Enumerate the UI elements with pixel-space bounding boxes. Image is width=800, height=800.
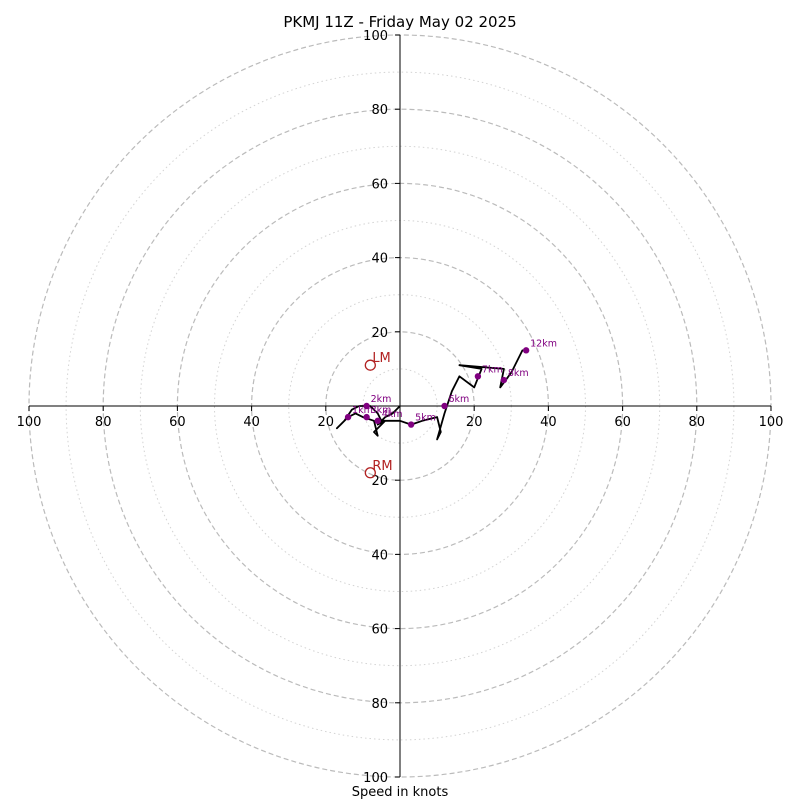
tick-label: 20 (371, 326, 388, 341)
storm-motion-markers: LM RM (364, 351, 393, 479)
height-marker-dot (441, 402, 448, 410)
chart-title: PKMJ 11Z - Friday May 02 2025 (283, 13, 516, 31)
height-marker-label: 1km (352, 405, 373, 416)
tick-label: 60 (169, 415, 186, 430)
height-marker-label: 6km (449, 394, 470, 405)
tick-label: 20 (371, 474, 388, 489)
tick-label: 40 (371, 548, 388, 563)
height-marker-label: 4km (382, 409, 403, 420)
storm-motion-marker (364, 467, 376, 479)
tick-labels: 20 20 20 20 40 40 40 40 60 60 60 60 80 80 80 80 100 100 10… (17, 29, 784, 786)
tick-label: 100 (17, 415, 42, 430)
height-marker-dot (474, 373, 482, 380)
height-marker-dot (344, 413, 352, 421)
tick-label: 40 (540, 415, 557, 430)
tick-label: 100 (363, 771, 388, 786)
height-marker-dot (407, 421, 415, 428)
tick-label: 60 (371, 177, 388, 192)
tick-label: 20 (466, 415, 483, 430)
height-marker-dot (363, 402, 370, 410)
height-marker-label: 5km (415, 413, 436, 424)
storm-motion-label: LM (372, 351, 390, 366)
x-axis-label: Speed in knots (352, 785, 449, 800)
tick-label: 80 (371, 103, 388, 118)
height-marker-dot (374, 417, 381, 425)
storm-motion-label: RM (372, 459, 392, 474)
tick-label: 40 (371, 252, 388, 267)
height-marker-label: 3km (371, 405, 392, 416)
height-marker-label: 7km (482, 364, 503, 375)
tick-label: 80 (689, 415, 706, 430)
tick-label: 80 (95, 415, 112, 430)
tick-label: 100 (363, 29, 388, 44)
tick-label: 20 (318, 415, 335, 430)
storm-motion-marker (364, 359, 376, 371)
height-marker-label: 8km (508, 368, 529, 379)
height-marker-dot (500, 376, 508, 384)
tick-label: 80 (371, 697, 388, 712)
height-marker-dot (363, 413, 370, 421)
height-marker-label: 12km (530, 338, 557, 349)
tick-label: 40 (243, 415, 260, 430)
tick-label: 100 (759, 415, 784, 430)
tick-label: 60 (371, 623, 388, 638)
height-marker-label: 2km (371, 394, 392, 405)
height-marker-dot (522, 347, 530, 354)
tick-label: 60 (614, 415, 631, 430)
